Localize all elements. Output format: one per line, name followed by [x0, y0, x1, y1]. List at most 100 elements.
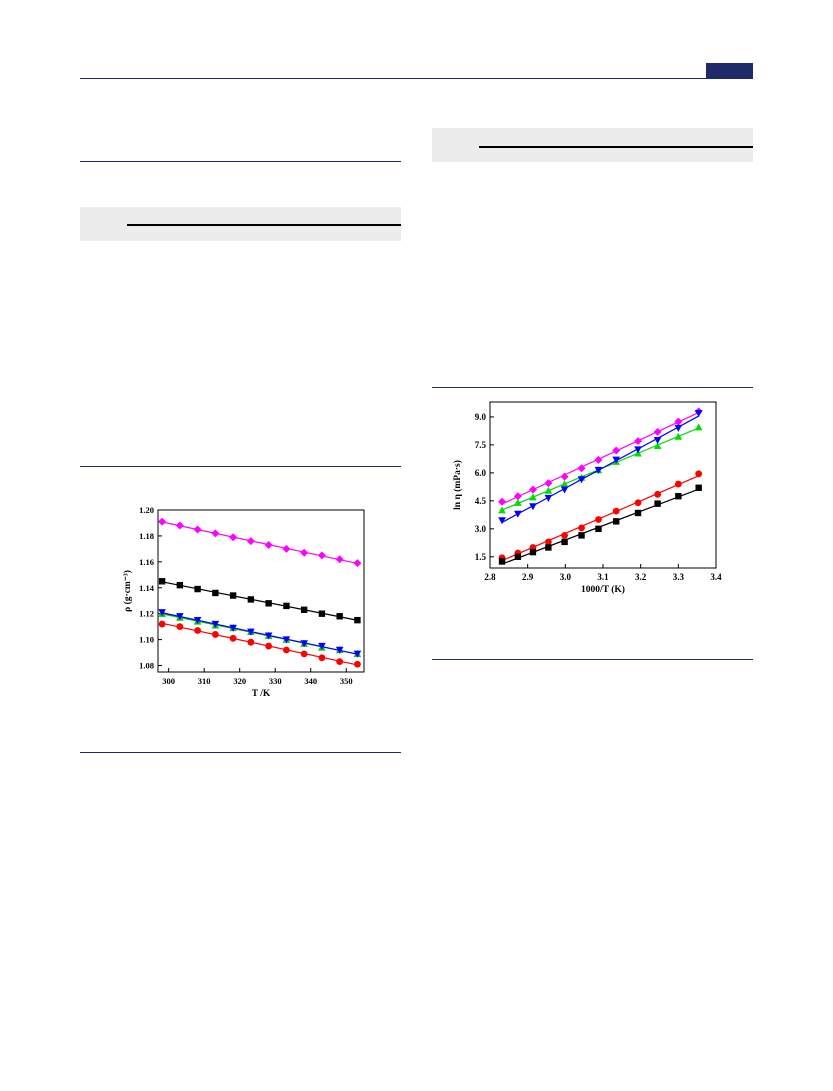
- data-point: [653, 442, 662, 450]
- data-point: [264, 540, 273, 549]
- data-point: [176, 623, 184, 631]
- data-point: [194, 585, 201, 593]
- data-point: [544, 494, 553, 502]
- y-tick-label: 4.5: [475, 496, 487, 506]
- data-point: [674, 424, 683, 432]
- data-point: [300, 548, 309, 557]
- data-point: [265, 642, 273, 650]
- data-point: [318, 610, 326, 617]
- data-point: [318, 642, 326, 650]
- data-point: [577, 464, 586, 473]
- x-tick-label: 3.4: [710, 572, 722, 582]
- data-point: [529, 548, 537, 556]
- data-point: [336, 613, 343, 620]
- viscosity-chart: 2.8 2.9 3.0 3.1 3.2 3.3 3.4 1.5 3.0 4.5 6.0 7.5 9.0 1…: [448, 396, 738, 606]
- y-tick-label: 9.0: [475, 412, 487, 422]
- data-point: [353, 559, 362, 568]
- data-point: [193, 525, 202, 534]
- data-point: [498, 558, 506, 565]
- data-point: [612, 446, 621, 455]
- data-point: [514, 498, 522, 506]
- y-tick-label: 3.0: [475, 524, 487, 534]
- data-point: [229, 634, 237, 642]
- y-tick-label: 1.20: [139, 505, 154, 515]
- data-point: [674, 417, 683, 426]
- x-tick-label: 2.9: [522, 572, 534, 582]
- left-section-rule-2: [80, 466, 401, 467]
- y-tick-label: 1.12: [139, 609, 154, 619]
- data-point: [561, 531, 568, 539]
- data-point: [300, 606, 308, 613]
- data-point: [318, 654, 326, 662]
- viscosity-chart-svg: 2.8 2.9 3.0 3.1 3.2 3.3 3.4 1.5 3.0 4.5 6.0 7.5 9.0 1…: [452, 401, 722, 595]
- data-point: [212, 589, 219, 597]
- left-table-rule: [127, 224, 401, 226]
- data-point: [335, 555, 344, 564]
- data-point: [529, 503, 537, 511]
- y-tick-label: 6.0: [475, 468, 487, 478]
- x-tick-label: 2.8: [484, 572, 496, 582]
- density-chart-svg: 300 310 320 330 340 350 1.08 1.10 1.12 1.14 1.16 1.…: [122, 505, 365, 699]
- left-section-rule-1: [80, 161, 401, 162]
- data-point: [634, 446, 642, 454]
- data-point: [544, 486, 553, 494]
- data-point: [675, 492, 682, 500]
- data-point: [229, 624, 237, 632]
- x-tick-label: 3.0: [560, 572, 572, 582]
- data-point: [498, 517, 506, 525]
- data-point: [158, 578, 166, 585]
- data-point: [695, 470, 703, 478]
- y-tick-label: 1.18: [139, 531, 154, 541]
- x-tick-label: 3.1: [597, 572, 609, 582]
- data-point: [282, 646, 290, 654]
- data-point: [247, 628, 255, 636]
- data-point: [544, 538, 552, 546]
- data-point: [247, 596, 255, 603]
- data-point: [634, 499, 642, 507]
- data-point: [653, 427, 662, 436]
- series-fit-line-1: [161, 581, 358, 621]
- y-tick-label: 1.5: [475, 552, 487, 562]
- data-point: [545, 544, 552, 551]
- data-point: [694, 409, 703, 417]
- plot-frame: [489, 401, 717, 569]
- y-tick-label: 1.14: [139, 583, 155, 593]
- page-tab: [706, 63, 753, 78]
- right-section-rule-2: [432, 659, 753, 660]
- data-point: [158, 620, 166, 628]
- data-point: [595, 525, 602, 533]
- data-point: [674, 480, 682, 488]
- data-point: [282, 544, 291, 553]
- x-tick-label: 330: [269, 676, 282, 686]
- y-axis-label: ln η (mPa·s): [452, 460, 463, 510]
- series-fit-line-4: [161, 622, 358, 666]
- x-axis-label: 1000/T (K): [581, 584, 625, 595]
- data-point: [317, 551, 326, 560]
- y-tick-label: 1.08: [139, 661, 154, 671]
- left-section-rule-3: [80, 752, 401, 753]
- data-point: [354, 616, 361, 624]
- x-tick-label: 300: [162, 676, 175, 686]
- data-point: [612, 518, 620, 525]
- data-point: [211, 631, 219, 638]
- data-point: [594, 466, 603, 474]
- data-point: [578, 532, 585, 539]
- data-point: [560, 472, 569, 481]
- data-point: [229, 533, 238, 542]
- data-point: [634, 509, 642, 517]
- x-tick-label: 310: [198, 676, 211, 686]
- data-point: [158, 609, 166, 617]
- data-point: [514, 553, 522, 561]
- data-point: [674, 432, 683, 440]
- y-tick-label: 7.5: [475, 440, 487, 450]
- data-point: [193, 616, 202, 624]
- x-tick-label: 320: [233, 676, 246, 686]
- data-point: [560, 480, 569, 488]
- data-point: [175, 521, 184, 530]
- series-fit-line-3: [161, 612, 358, 655]
- plot-frame: [157, 509, 365, 673]
- data-point: [211, 620, 220, 628]
- data-point: [654, 490, 662, 498]
- data-point: [528, 485, 537, 494]
- right-table-header: [432, 128, 753, 162]
